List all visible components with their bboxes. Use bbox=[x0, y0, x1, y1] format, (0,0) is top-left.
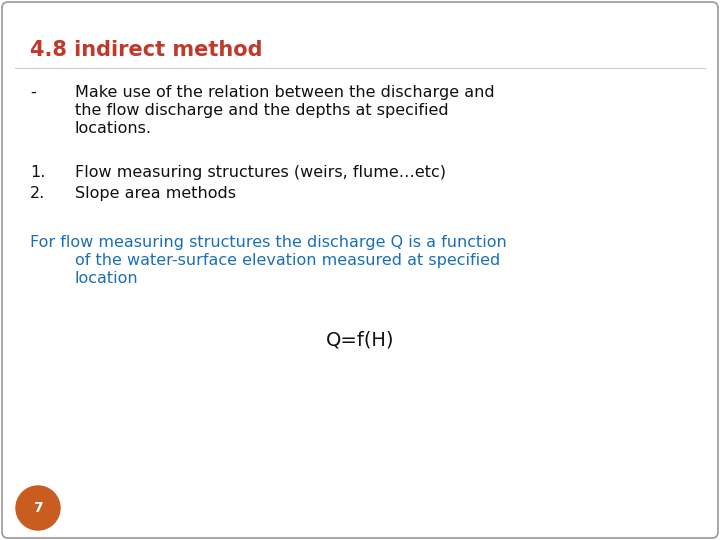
Text: -: - bbox=[30, 85, 36, 100]
Text: Q=f(H): Q=f(H) bbox=[325, 330, 395, 349]
Text: of the water-surface elevation measured at specified: of the water-surface elevation measured … bbox=[75, 253, 500, 268]
Text: 1.: 1. bbox=[30, 165, 45, 180]
Text: 7: 7 bbox=[33, 501, 42, 515]
Text: For flow measuring structures the discharge Q is a function: For flow measuring structures the discha… bbox=[30, 235, 507, 250]
Text: the flow discharge and the depths at specified: the flow discharge and the depths at spe… bbox=[75, 103, 449, 118]
Text: 2.: 2. bbox=[30, 186, 45, 201]
Circle shape bbox=[16, 486, 60, 530]
Text: locations.: locations. bbox=[75, 121, 152, 136]
Text: 4.8 indirect method: 4.8 indirect method bbox=[30, 40, 263, 60]
Text: location: location bbox=[75, 271, 139, 286]
Text: Slope area methods: Slope area methods bbox=[75, 186, 236, 201]
Text: Make use of the relation between the discharge and: Make use of the relation between the dis… bbox=[75, 85, 495, 100]
Text: Flow measuring structures (weirs, flume…etc): Flow measuring structures (weirs, flume…… bbox=[75, 165, 446, 180]
